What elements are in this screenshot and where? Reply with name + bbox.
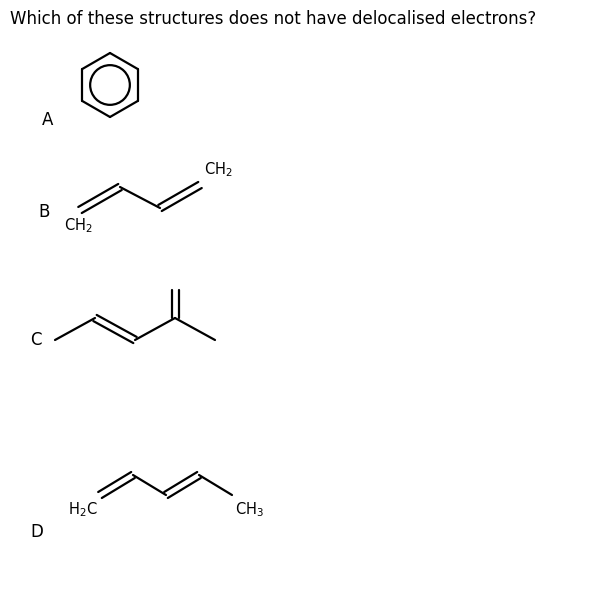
- Text: Which of these structures does not have delocalised electrons?: Which of these structures does not have …: [10, 10, 536, 28]
- Text: CH$_2$: CH$_2$: [64, 216, 93, 235]
- Text: D: D: [30, 523, 43, 541]
- Text: B: B: [38, 203, 50, 221]
- Text: CH$_3$: CH$_3$: [235, 500, 264, 518]
- Text: A: A: [42, 111, 53, 129]
- Text: CH$_2$: CH$_2$: [204, 160, 233, 179]
- Text: H$_2$C: H$_2$C: [68, 500, 98, 518]
- Text: C: C: [30, 331, 42, 349]
